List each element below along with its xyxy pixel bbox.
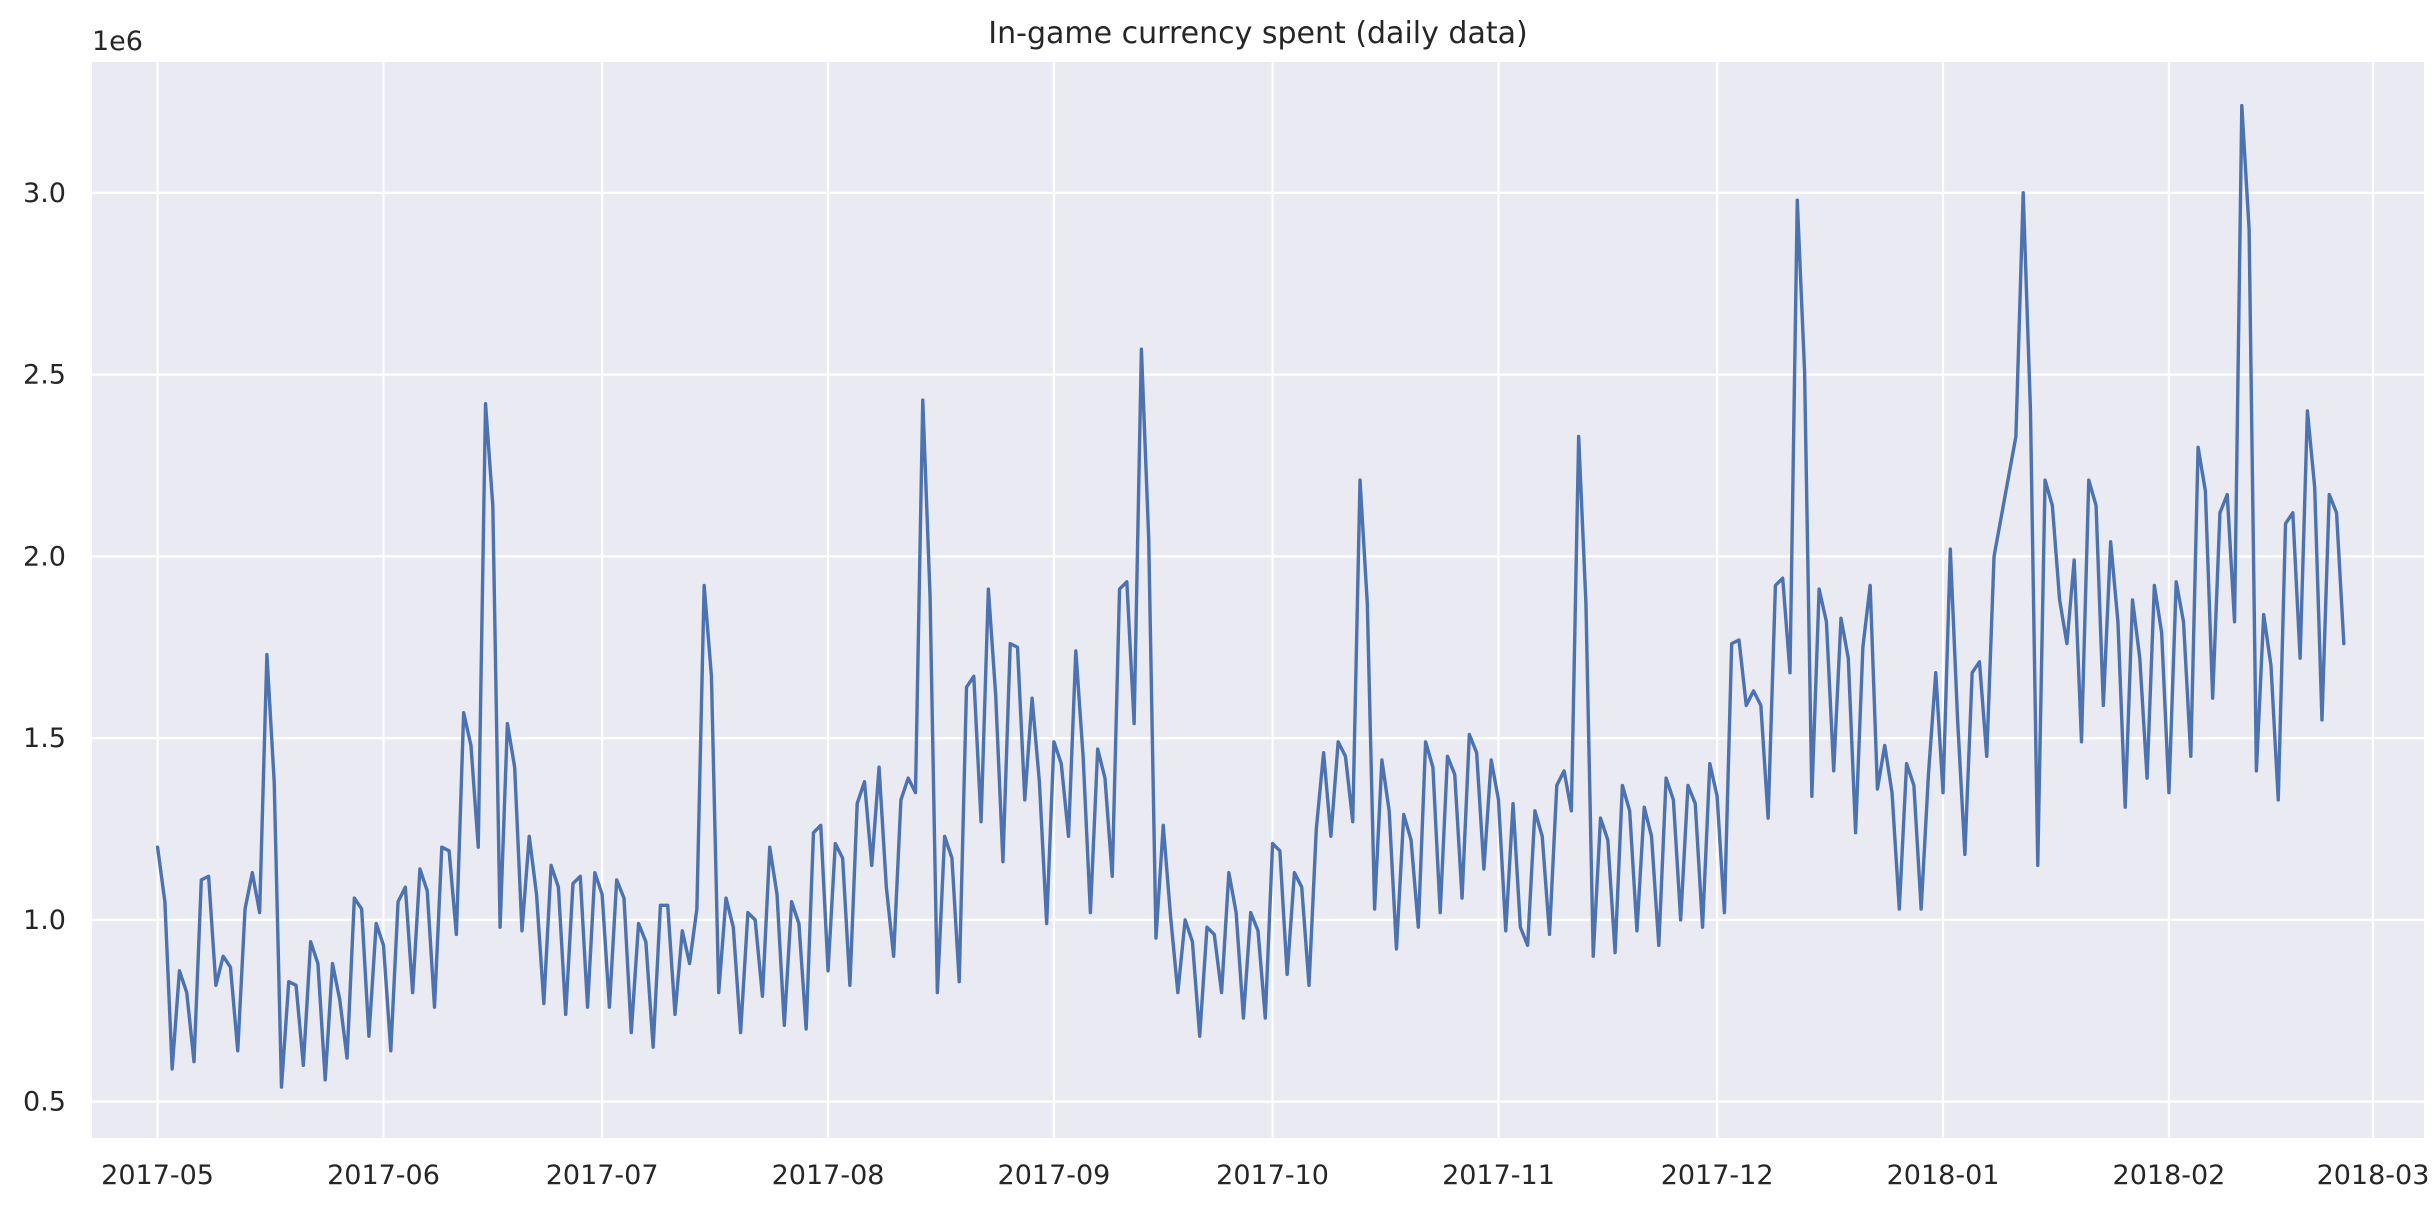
y-tick-label: 2.0 (23, 541, 66, 572)
x-tick-label: 2018-03 (2317, 1160, 2430, 1191)
y-tick-label: 3.0 (23, 178, 66, 209)
x-tick-label: 2018-01 (1887, 1160, 2000, 1191)
x-tick-label: 2017-10 (1216, 1160, 1329, 1191)
x-tick-label: 2017-06 (327, 1160, 440, 1191)
y-tick-label: 2.5 (23, 360, 66, 391)
y-scale-label: 1e6 (92, 26, 143, 57)
x-tick-label: 2017-05 (101, 1160, 214, 1191)
x-tick-label: 2017-08 (772, 1160, 885, 1191)
chart-title: In-game currency spent (daily data) (988, 16, 1527, 51)
series-line (155, 103, 2346, 1089)
y-tick-label: 1.5 (23, 723, 66, 754)
y-gridlines (92, 191, 2424, 1103)
x-tick-label: 2017-11 (1442, 1160, 1555, 1191)
x-tick-labels: 2017-05 2017-06 2017-07 2017-08 2017-09 2017-… (101, 1160, 2429, 1191)
x-tick-label: 2017-07 (546, 1160, 659, 1191)
y-tick-label: 1.0 (23, 905, 66, 936)
y-tick-label: 0.5 (23, 1087, 66, 1118)
x-tick-label: 2018-02 (2113, 1160, 2226, 1191)
x-tick-label: 2017-09 (998, 1160, 1111, 1191)
x-tick-label: 2017-12 (1661, 1160, 1774, 1191)
y-tick-labels: 0.5 1.0 1.5 2.0 2.5 3.0 (23, 178, 66, 1118)
